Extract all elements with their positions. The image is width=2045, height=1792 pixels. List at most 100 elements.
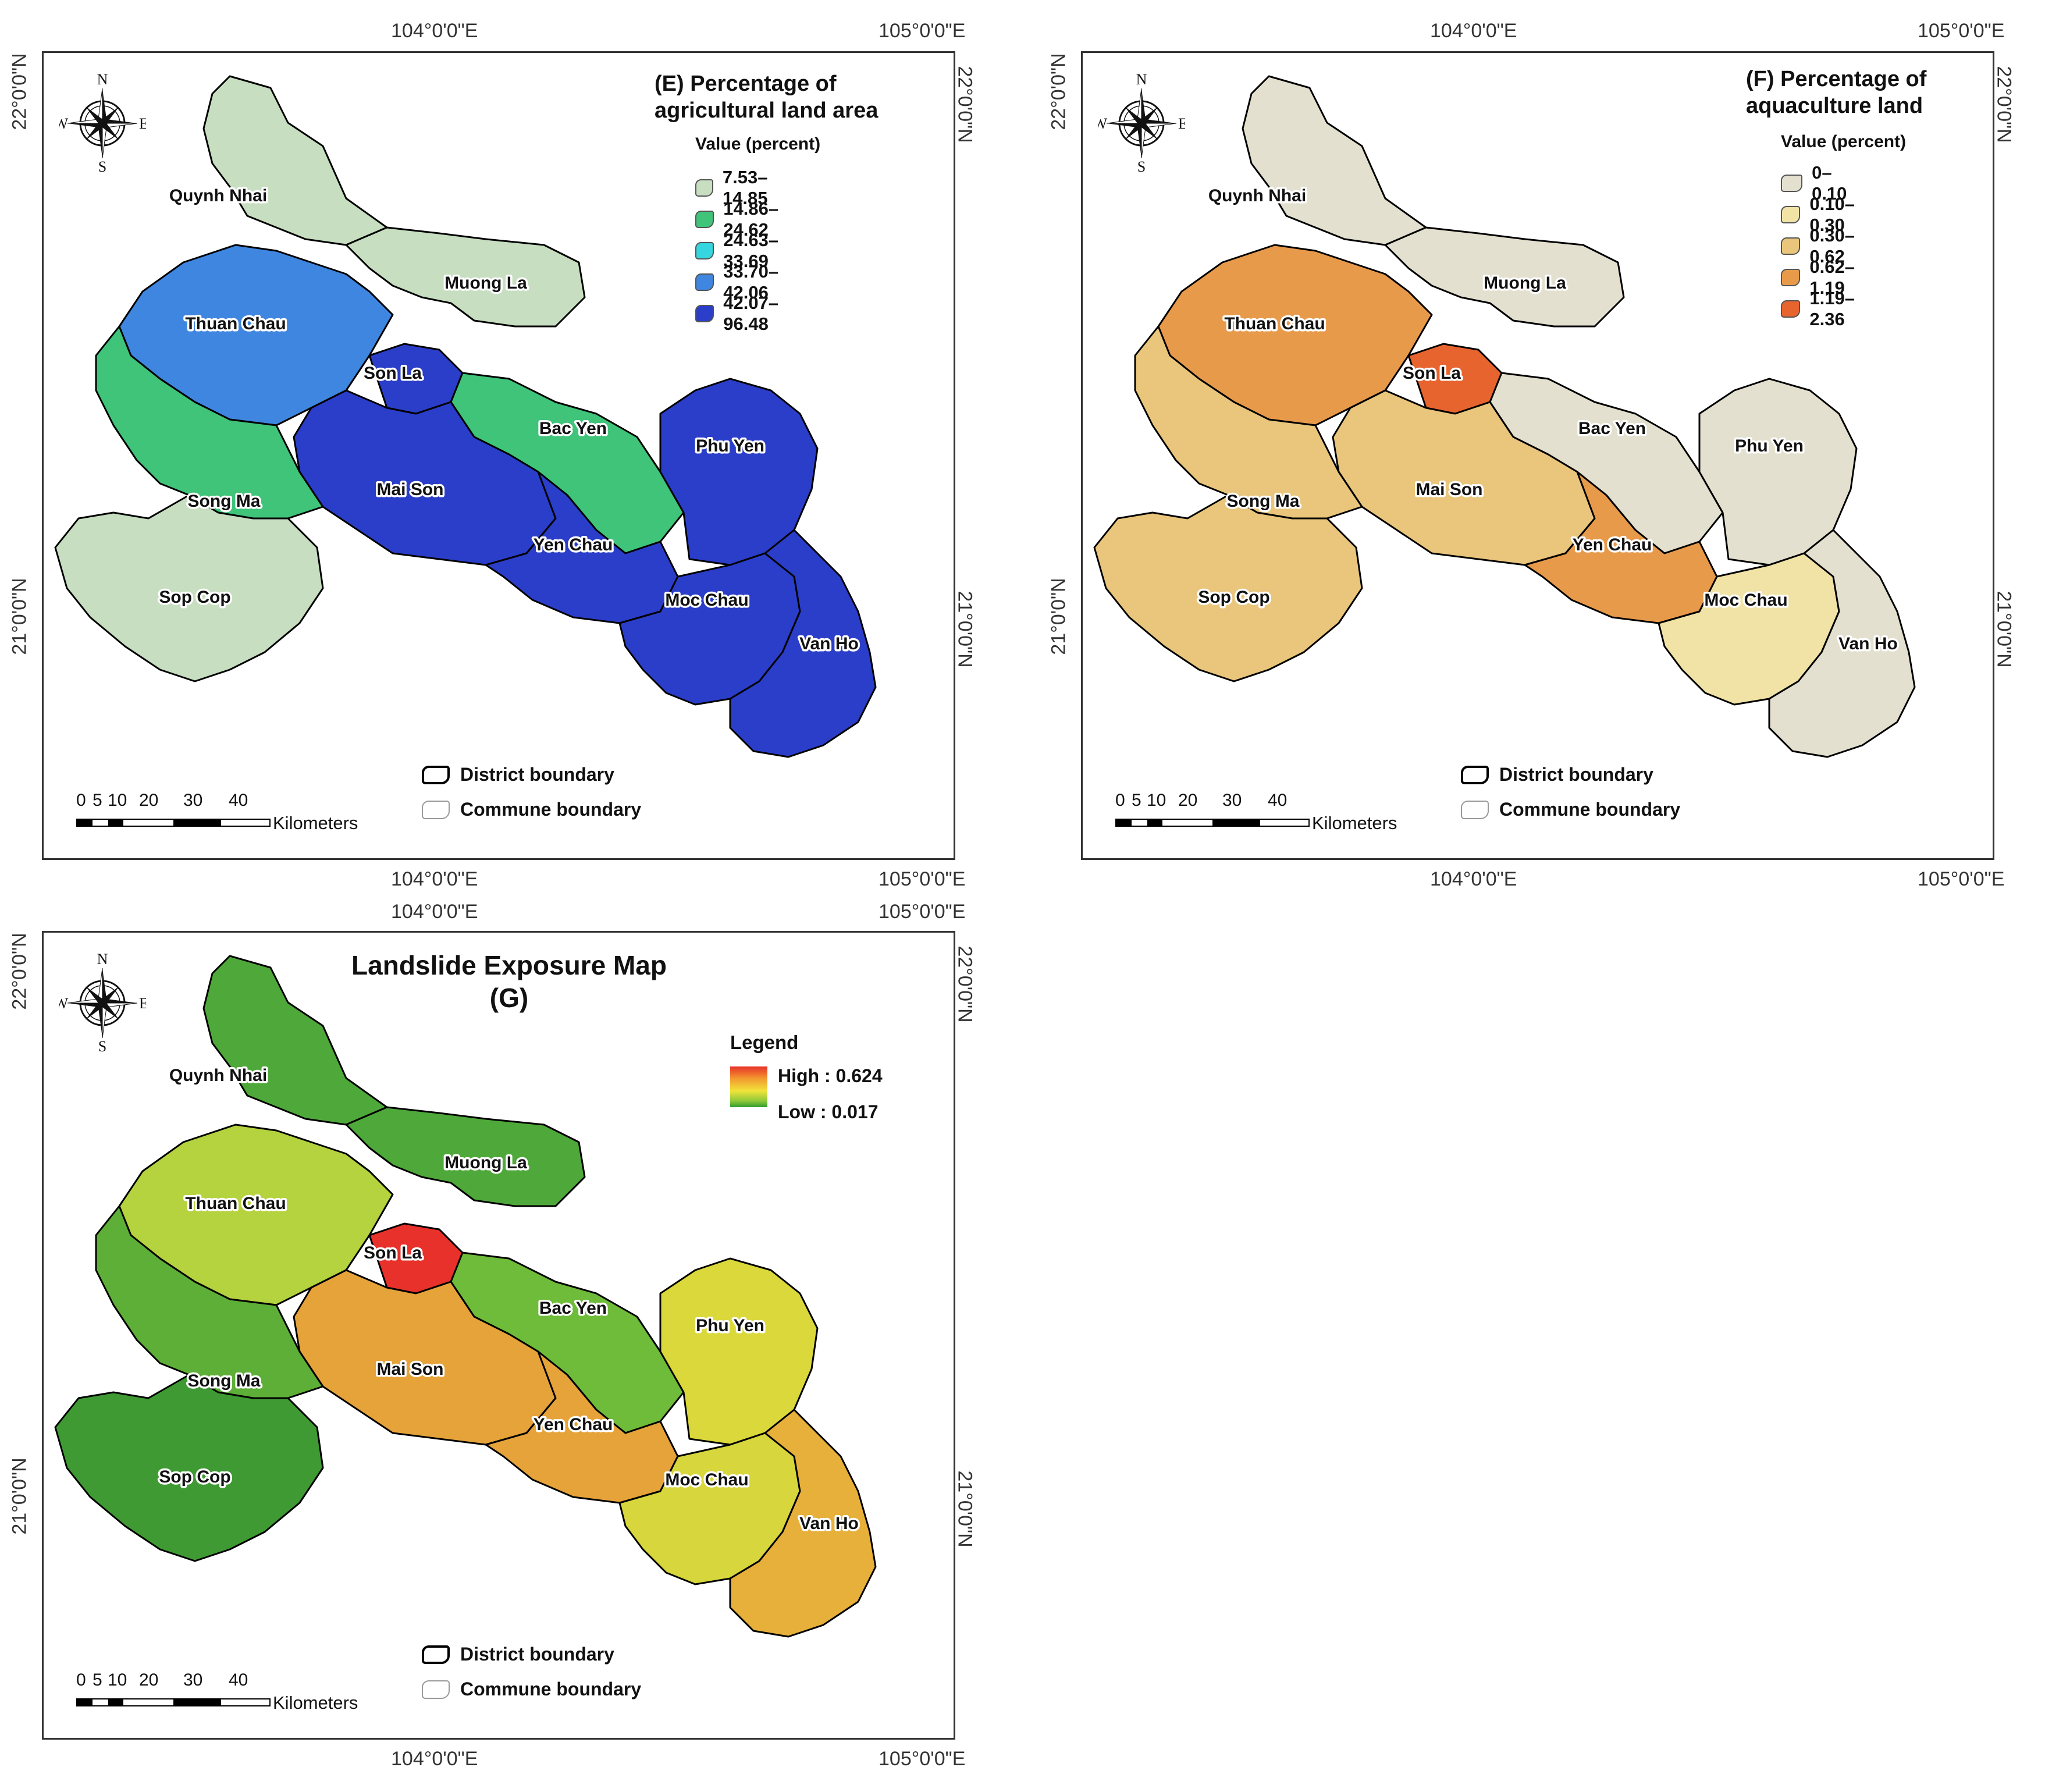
lon-label-105-bottom-g: 105°0'0"E <box>879 1748 966 1770</box>
district-boundary-label: District boundary <box>1499 764 1653 785</box>
legend-class-swatch <box>695 211 714 228</box>
panel-f-legend-subtitle: Value (percent) <box>1781 132 1907 151</box>
scale-tick-label: 20 <box>139 1670 159 1690</box>
scale-tick-label: 5 <box>1132 791 1141 810</box>
district-label: Bac Yen <box>539 419 607 438</box>
district-label: Van Ho <box>1838 634 1898 653</box>
district-region-muong-la <box>1384 226 1625 328</box>
district-label: Bac Yen <box>1578 419 1646 438</box>
map-panel-f: Quynh Nhai Muong La Thuan Chau Son La Bac Ye… <box>1081 51 1994 860</box>
lon-label-104-bottom-f: 104°0'0"E <box>1430 868 1517 890</box>
scale-tick-label: 40 <box>1268 791 1288 810</box>
scale-bar-ticks: 0 5 10 20 30 40 <box>76 791 268 810</box>
lon-label-104-bottom-e: 104°0'0"E <box>391 868 478 890</box>
scale-tick-label: 20 <box>139 791 159 810</box>
district-label: Mai Son <box>376 480 443 499</box>
panel-g-title-line2: (G) <box>489 983 529 1013</box>
scale-tick-label: 0 <box>1115 791 1125 810</box>
map-panel-g: Quynh Nhai Muong La Thuan Chau Son La Bac Ye… <box>42 931 955 1740</box>
panel-e-legend-subtitle: Value (percent) <box>695 134 821 154</box>
lon-label-105-bottom-f: 105°0'0"E <box>1918 868 2005 890</box>
exposure-gradient-swatch <box>730 1066 767 1107</box>
district-region-quynh-nhai <box>202 955 388 1126</box>
legend-class-label: 0–0.10 <box>1812 162 1847 204</box>
scale-tick-label: 20 <box>1178 791 1198 810</box>
scale-bar-ticks: 0 5 10 20 30 40 <box>1115 791 1307 810</box>
panel-e-title: (E) Percentage of agricultural land area <box>655 70 878 124</box>
lat-label-22-left-g: 22°0'0"N <box>8 933 31 1010</box>
map-panel-e: Quynh Nhai Muong La Thuan Chau Son La Bac Ye… <box>42 51 955 860</box>
legend-class-label: 33.70–42.06 <box>723 261 779 303</box>
legend-class-item: 14.86–24.62 <box>695 198 788 240</box>
scale-bar: 0 5 10 20 30 40 Kilometers <box>76 791 402 837</box>
district-label: Son La <box>364 1243 422 1263</box>
district-region-sop-cop <box>54 1374 324 1562</box>
commune-boundary-swatch <box>422 1680 450 1699</box>
compass-w-label: W <box>59 115 69 132</box>
legend-class-swatch <box>1781 175 1803 192</box>
legend-class-label: 0.62–1.19 <box>1809 257 1855 298</box>
legend-class-swatch <box>1781 237 1801 255</box>
lat-label-21-left-f: 21°0'0"N <box>1047 578 1070 655</box>
district-region-muong-la <box>345 1106 586 1207</box>
commune-boundary-label: Commune boundary <box>1499 799 1681 820</box>
compass-s-label: S <box>98 1038 106 1053</box>
scale-bar: 0 5 10 20 30 40 Kilometers <box>76 1670 402 1717</box>
legend-class-swatch <box>1781 269 1801 286</box>
district-label: Quynh Nhai <box>1208 186 1306 205</box>
legend-class-item: 42.07–96.48 <box>695 293 788 335</box>
scale-tick-label: 40 <box>229 1670 248 1690</box>
district-label: Phu Yen <box>1735 436 1804 456</box>
panel-g-title: Landslide Exposure Map (G) <box>329 949 689 1014</box>
commune-boundary-legend: Commune boundary <box>422 799 641 820</box>
district-label: Bac Yen <box>539 1299 607 1318</box>
lat-label-22-right-e: 22°0'0"N <box>954 66 976 143</box>
district-label: Quynh Nhai <box>169 186 267 205</box>
legend-class-item: 0.30–0.62 <box>1781 225 1863 267</box>
panel-f-title-line2: aquaculture land <box>1746 94 1923 118</box>
scale-bar-ticks: 0 5 10 20 30 40 <box>76 1670 268 1690</box>
commune-boundary-label: Commune boundary <box>460 799 642 820</box>
legend-class-swatch <box>695 179 713 197</box>
district-label: Song Ma <box>188 1371 261 1391</box>
legend-class-item: 0.62–1.19 <box>1781 257 1863 298</box>
scale-tick-label: 30 <box>183 1670 203 1690</box>
commune-boundary-swatch <box>422 800 450 819</box>
north-arrow-icon: N S W E <box>59 74 146 173</box>
district-label: Thuan Chau <box>185 1194 286 1213</box>
scale-bar-unit: Kilometers <box>273 1693 358 1713</box>
district-label: Phu Yen <box>696 436 764 456</box>
lat-label-22-right-g: 22°0'0"N <box>954 945 976 1023</box>
district-label: Sop Cop <box>1198 588 1269 607</box>
compass-n-label: N <box>97 74 108 88</box>
scale-bar-graphic <box>76 819 271 827</box>
district-label: Thuan Chau <box>1224 314 1325 333</box>
district-region-quynh-nhai <box>202 75 388 246</box>
commune-boundary-legend: Commune boundary <box>422 1679 641 1700</box>
district-label: Quynh Nhai <box>169 1066 267 1085</box>
district-boundary-label: District boundary <box>460 1644 614 1665</box>
commune-boundary-legend: Commune boundary <box>1461 799 1680 820</box>
district-label: Van Ho <box>799 634 859 653</box>
lat-label-21-left-e: 21°0'0"N <box>8 578 31 655</box>
scale-tick-label: 5 <box>93 791 102 810</box>
commune-boundary-label: Commune boundary <box>460 1679 642 1699</box>
district-label: Mai Son <box>1416 480 1482 499</box>
scale-bar-graphic <box>1115 819 1310 827</box>
lat-label-22-left-f: 22°0'0"N <box>1047 53 1070 130</box>
district-boundary-swatch <box>422 765 450 784</box>
district-boundary-legend: District boundary <box>422 1644 614 1665</box>
district-label: Son La <box>364 364 422 383</box>
compass-s-label: S <box>98 158 106 173</box>
district-label: Thuan Chau <box>185 314 286 333</box>
lon-label-105-top-f: 105°0'0"E <box>1918 20 2005 42</box>
map-area-e: Quynh Nhai Muong La Thuan Chau Son La Bac Ye… <box>54 75 877 758</box>
district-label: Moc Chau <box>665 1470 748 1489</box>
scale-tick-label: 0 <box>76 1670 86 1690</box>
lat-label-21-left-g: 21°0'0"N <box>8 1457 31 1535</box>
legend-class-item: 33.70–42.06 <box>695 261 788 303</box>
compass-e-label: E <box>1178 115 1185 132</box>
legend-class-label: 0.10–0.30 <box>1809 194 1855 235</box>
district-boundary-swatch <box>422 1645 450 1664</box>
scale-tick-label: 0 <box>76 791 86 810</box>
